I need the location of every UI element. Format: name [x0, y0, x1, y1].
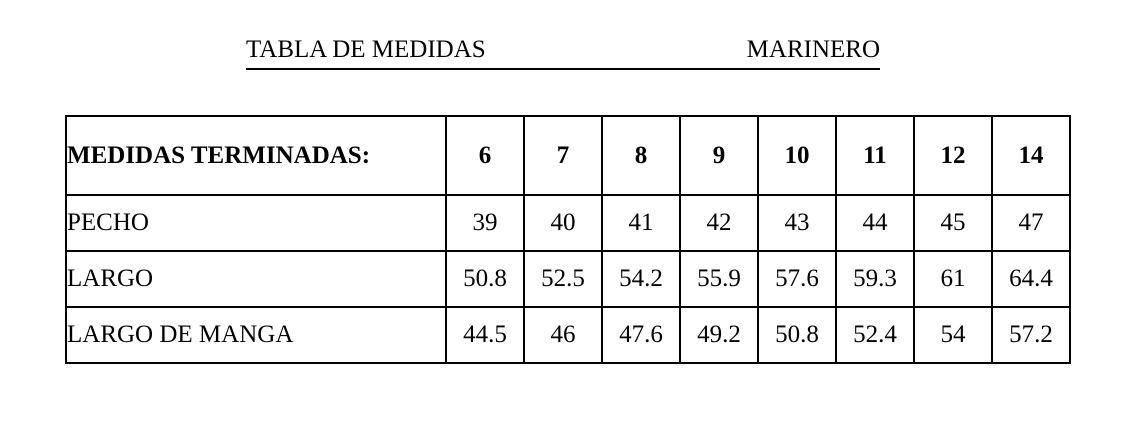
- size-header-cell: 12: [913, 115, 993, 196]
- value-cell: 61: [913, 250, 993, 308]
- size-header-cell: 7: [523, 115, 603, 196]
- table-row: LARGO 50.8 52.5 54.2 55.9 57.6 59.3 61 64.4: [65, 250, 1071, 308]
- page-title-bar: TABLA DE MEDIDAS MARINERO: [246, 36, 880, 70]
- value-cell: 42: [679, 194, 759, 252]
- value-cell: 49.2: [679, 306, 759, 364]
- value-cell: 39: [445, 194, 525, 252]
- value-cell: 45: [913, 194, 993, 252]
- table-row: PECHO 39 40 41 42 43 44 45 47: [65, 194, 1071, 252]
- garment-name: MARINERO: [746, 36, 880, 63]
- value-cell: 44: [835, 194, 915, 252]
- value-cell: 44.5: [445, 306, 525, 364]
- size-header-cell: 9: [679, 115, 759, 196]
- measurements-table: MEDIDAS TERMINADAS: 6 7 8 9 10 11 12 14 PECHO 39…: [65, 115, 1071, 364]
- value-cell: 41: [601, 194, 681, 252]
- value-cell: 47.6: [601, 306, 681, 364]
- row-label-cell: LARGO DE MANGA: [65, 306, 447, 364]
- page-title: TABLA DE MEDIDAS: [246, 36, 486, 63]
- size-header-row: MEDIDAS TERMINADAS: 6 7 8 9 10 11 12 14: [65, 115, 1071, 196]
- value-cell: 57.2: [991, 306, 1071, 364]
- value-cell: 52.5: [523, 250, 603, 308]
- measurements-table-body: MEDIDAS TERMINADAS: 6 7 8 9 10 11 12 14 PECHO 39…: [65, 115, 1071, 364]
- value-cell: 40: [523, 194, 603, 252]
- value-cell: 54.2: [601, 250, 681, 308]
- value-cell: 59.3: [835, 250, 915, 308]
- size-header-cell: 8: [601, 115, 681, 196]
- table-row: LARGO DE MANGA 44.5 46 47.6 49.2 50.8 52.4 54 57…: [65, 306, 1071, 364]
- value-cell: 54: [913, 306, 993, 364]
- value-cell: 50.8: [445, 250, 525, 308]
- row-label-cell: LARGO: [65, 250, 447, 308]
- value-cell: 52.4: [835, 306, 915, 364]
- table-header-label-cell: MEDIDAS TERMINADAS:: [65, 115, 447, 196]
- size-header-cell: 10: [757, 115, 837, 196]
- size-header-cell: 14: [991, 115, 1071, 196]
- value-cell: 43: [757, 194, 837, 252]
- value-cell: 50.8: [757, 306, 837, 364]
- value-cell: 47: [991, 194, 1071, 252]
- row-label-cell: PECHO: [65, 194, 447, 252]
- value-cell: 57.6: [757, 250, 837, 308]
- value-cell: 46: [523, 306, 603, 364]
- size-header-cell: 6: [445, 115, 525, 196]
- value-cell: 55.9: [679, 250, 759, 308]
- value-cell: 64.4: [991, 250, 1071, 308]
- size-header-cell: 11: [835, 115, 915, 196]
